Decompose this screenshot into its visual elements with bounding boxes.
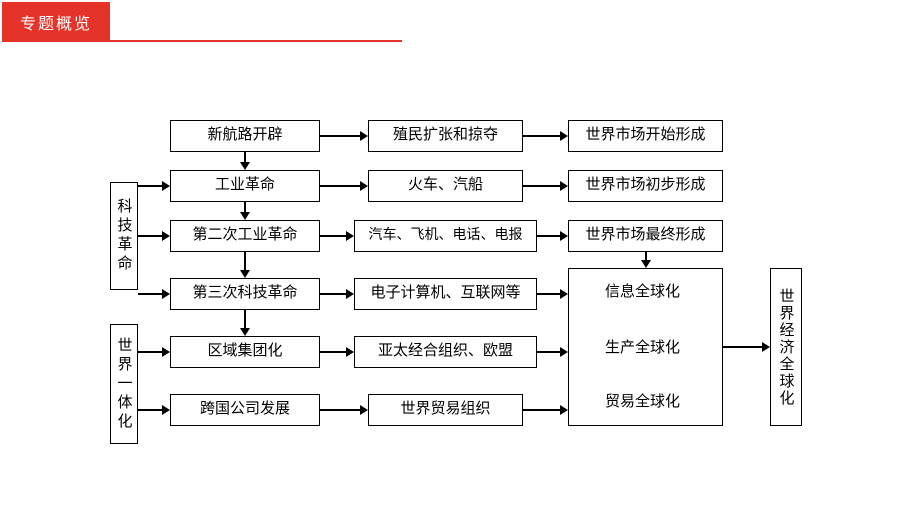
node-r2c1: 工业革命 <box>170 170 320 202</box>
arrow-right-icon <box>560 231 568 241</box>
arrow-down-icon <box>641 260 651 268</box>
header-title: 专题概览 <box>20 16 92 33</box>
h-connector <box>523 409 560 411</box>
h-connector <box>138 235 162 237</box>
globalization-info: 信息全球化 <box>605 280 680 301</box>
h-connector <box>523 185 560 187</box>
v-connector <box>244 252 246 270</box>
node-r3c2: 汽车、飞机、电话、电报 <box>354 220 537 252</box>
node-r5c1: 区域集团化 <box>170 336 320 368</box>
node-r2c3: 世界市场初步形成 <box>568 170 723 202</box>
h-connector <box>537 293 560 295</box>
h-connector <box>320 135 360 137</box>
v-connector <box>244 310 246 328</box>
node-r4c1: 第三次科技革命 <box>170 278 320 310</box>
h-connector <box>537 235 560 237</box>
arrow-down-icon <box>240 212 250 220</box>
arrow-right-icon <box>162 181 170 191</box>
arrow-right-icon <box>346 289 354 299</box>
h-connector <box>320 185 360 187</box>
h-connector <box>320 351 346 353</box>
node-r3c3: 世界市场最终形成 <box>568 220 723 252</box>
arrow-right-icon <box>560 405 568 415</box>
world-econ-globalization: 世界经济全球化 <box>770 268 802 426</box>
group-world_integration: 世界一体化 <box>110 324 138 444</box>
arrow-right-icon <box>162 231 170 241</box>
group-tech_revolution: 科技革命 <box>110 182 138 290</box>
node-r5c2: 亚太经合组织、欧盟 <box>354 336 537 368</box>
arrow-down-icon <box>240 328 250 336</box>
h-connector <box>138 185 162 187</box>
arrow-down-icon <box>240 270 250 278</box>
node-r1c3: 世界市场开始形成 <box>568 120 723 152</box>
arrow-right-icon <box>560 347 568 357</box>
arrow-right-icon <box>346 231 354 241</box>
h-connector <box>138 409 162 411</box>
arrow-right-icon <box>162 405 170 415</box>
v-connector <box>244 152 246 162</box>
node-r4c2: 电子计算机、互联网等 <box>354 278 537 310</box>
h-connector <box>138 351 162 353</box>
arrow-right-icon <box>360 131 368 141</box>
header-underline <box>2 40 402 42</box>
h-connector <box>523 135 560 137</box>
h-connector <box>320 409 360 411</box>
node-r1c2: 殖民扩张和掠夺 <box>368 120 523 152</box>
h-connector <box>723 346 762 348</box>
globalization-trade: 贸易全球化 <box>605 390 680 411</box>
h-connector <box>320 293 346 295</box>
node-r6c1: 跨国公司发展 <box>170 394 320 426</box>
arrow-right-icon <box>360 181 368 191</box>
arrow-right-icon <box>346 347 354 357</box>
h-connector <box>138 293 162 295</box>
arrow-right-icon <box>560 131 568 141</box>
arrow-right-icon <box>560 289 568 299</box>
h-connector <box>320 235 346 237</box>
node-r2c2: 火车、汽船 <box>368 170 523 202</box>
arrow-right-icon <box>360 405 368 415</box>
node-r3c1: 第二次工业革命 <box>170 220 320 252</box>
v-connector <box>645 252 647 260</box>
node-r1c1: 新航路开辟 <box>170 120 320 152</box>
arrow-down-icon <box>240 162 250 170</box>
arrow-right-icon <box>162 289 170 299</box>
globalization-prod: 生产全球化 <box>605 336 680 357</box>
flowchart: 科技革命世界一体化新航路开辟殖民扩张和掠夺世界市场开始形成工业革命火车、汽船世界… <box>110 120 830 460</box>
arrow-right-icon <box>762 342 770 352</box>
v-connector <box>244 202 246 212</box>
header-tab: 专题概览 <box>2 2 110 42</box>
h-connector <box>537 351 560 353</box>
arrow-right-icon <box>162 347 170 357</box>
node-r6c2: 世界贸易组织 <box>368 394 523 426</box>
arrow-right-icon <box>560 181 568 191</box>
